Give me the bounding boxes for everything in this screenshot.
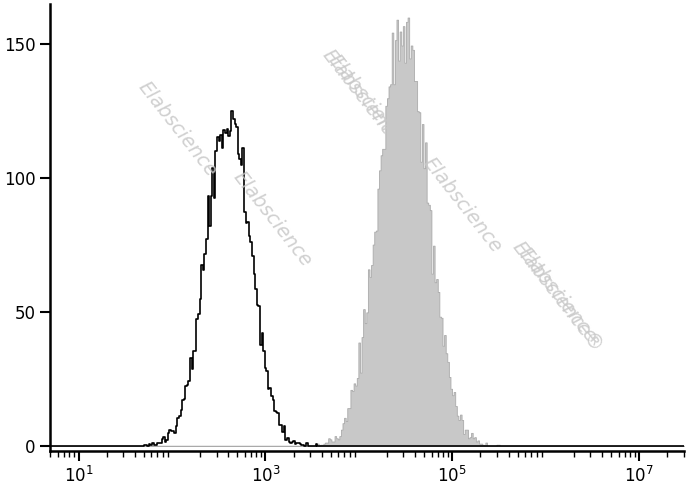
Text: Elabscience: Elabscience — [324, 51, 410, 154]
Text: Elabscience: Elabscience — [514, 244, 600, 346]
Text: Elabscience: Elabscience — [229, 168, 315, 270]
Text: Elabscience®: Elabscience® — [318, 46, 416, 164]
Text: Elabscience: Elabscience — [419, 154, 505, 257]
Text: Elabscience®: Elabscience® — [508, 238, 606, 356]
Text: Elabscience: Elabscience — [134, 78, 220, 181]
